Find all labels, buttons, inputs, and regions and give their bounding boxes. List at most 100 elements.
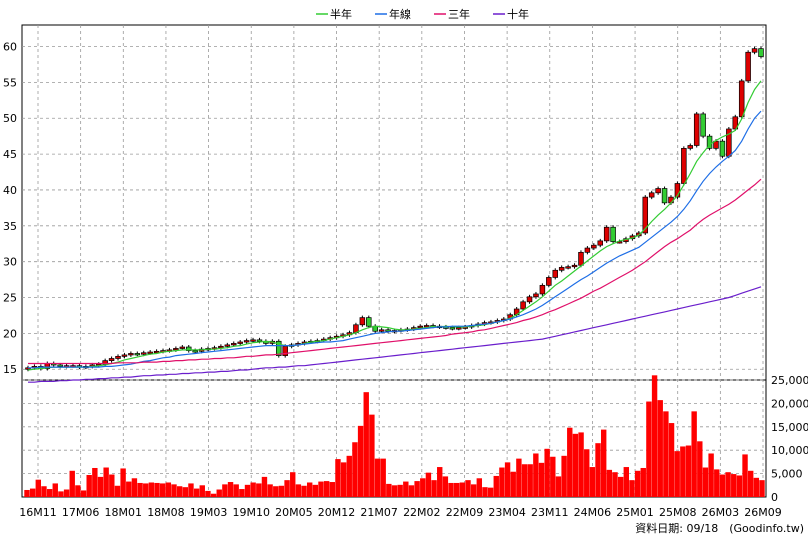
price-tick-label: 35 (3, 220, 17, 233)
ma-line-ma-year (28, 110, 762, 369)
volume-bar (97, 476, 104, 497)
volume-bar (736, 475, 743, 497)
candle-body (192, 350, 198, 353)
volume-bar (533, 453, 539, 497)
candle-body (565, 266, 571, 269)
price-tick-label: 45 (3, 148, 17, 161)
volume-bar (420, 478, 426, 497)
volume-bar (171, 484, 177, 497)
price-tick-label: 30 (3, 256, 17, 269)
volume-bar (425, 472, 432, 497)
candle-body (417, 325, 423, 329)
candle-body (546, 277, 552, 286)
candle-body (539, 284, 546, 295)
volume-bar (222, 484, 228, 497)
volume-tick-label: 15,000 (771, 421, 808, 434)
volume-bar (493, 475, 499, 497)
volume-bar (623, 467, 630, 497)
volume-bar (233, 484, 239, 497)
volume-bar (35, 479, 42, 497)
price-tick-label: 55 (3, 76, 17, 89)
volume-bar (725, 472, 731, 497)
volume-bar (442, 476, 449, 497)
volume-bar (516, 458, 522, 497)
x-tick-label: 23M11 (531, 506, 569, 519)
volume-bar (188, 483, 194, 497)
candle-body (250, 339, 256, 342)
volume-bar (131, 478, 138, 497)
candle-body (687, 145, 694, 149)
x-tick-label: 24M06 (574, 506, 612, 519)
volume-bar (510, 471, 516, 497)
volume-bar (572, 433, 579, 497)
volume-bar (103, 467, 109, 497)
volume-bar (476, 478, 483, 497)
candle-body (681, 148, 687, 184)
volume-bar (680, 446, 686, 497)
candle-body (231, 343, 237, 346)
legend-label: 年線 (389, 7, 411, 21)
legend-label: 十年 (507, 7, 529, 21)
volume-bar (126, 481, 132, 497)
volume-bar (24, 489, 30, 497)
legend-label: 半年 (330, 7, 352, 21)
volume-bar (323, 481, 330, 497)
volume-bar (697, 441, 703, 497)
candle-body (423, 325, 430, 328)
candle-body (674, 183, 681, 198)
volume-bar (176, 486, 183, 497)
candle-body (173, 348, 179, 351)
price-tick-label: 40 (3, 184, 17, 197)
candle-body (745, 51, 751, 82)
volume-bar (521, 464, 528, 497)
volume-bar (742, 454, 748, 497)
volume-bar (346, 455, 352, 497)
volume-bar (312, 484, 319, 497)
volume-bar (759, 480, 765, 497)
volume-bar (691, 411, 697, 497)
volume-bar (205, 490, 211, 497)
x-tick-label: 18M01 (105, 506, 143, 519)
candle-body (385, 329, 391, 332)
x-tick-label: 17M06 (62, 506, 100, 519)
volume-bar (470, 484, 477, 497)
candle-body (597, 240, 604, 246)
volume-bar (487, 487, 494, 497)
volume-bar (753, 477, 760, 497)
volume-bar (148, 482, 155, 497)
volume-bar (685, 445, 692, 497)
volume-bar (301, 485, 307, 497)
volume-bar (448, 482, 454, 497)
volume-bar (731, 474, 737, 497)
candle-body (128, 353, 134, 356)
x-tick-label: 19M10 (232, 506, 270, 519)
candle-body (751, 48, 758, 53)
volume-bar (397, 484, 403, 497)
candle-body (224, 344, 231, 347)
candle-body (661, 188, 668, 204)
candle-body (456, 327, 462, 330)
price-tick-label: 20 (3, 327, 17, 340)
volume-bar (578, 432, 584, 497)
volume-bar (612, 472, 618, 497)
volume-bar (606, 469, 613, 497)
candle-body (668, 196, 674, 204)
volume-bar (657, 400, 663, 497)
volume-bar (538, 462, 545, 497)
candle-body (642, 196, 649, 234)
candle-body (121, 354, 128, 357)
candle-body (571, 264, 578, 268)
volume-bar (747, 470, 754, 497)
volume-bar (391, 485, 398, 497)
volume-bar (357, 425, 364, 497)
volume-bar (663, 411, 669, 497)
volume-bar (453, 482, 460, 497)
volume-tick-label: 5,000 (771, 468, 803, 481)
plot-frame (21, 24, 767, 498)
volume-bar (600, 429, 607, 497)
volume-bar (374, 458, 381, 497)
volume-bar (589, 467, 596, 497)
candle-body (719, 140, 726, 157)
x-tick-label: 22M02 (403, 506, 441, 519)
